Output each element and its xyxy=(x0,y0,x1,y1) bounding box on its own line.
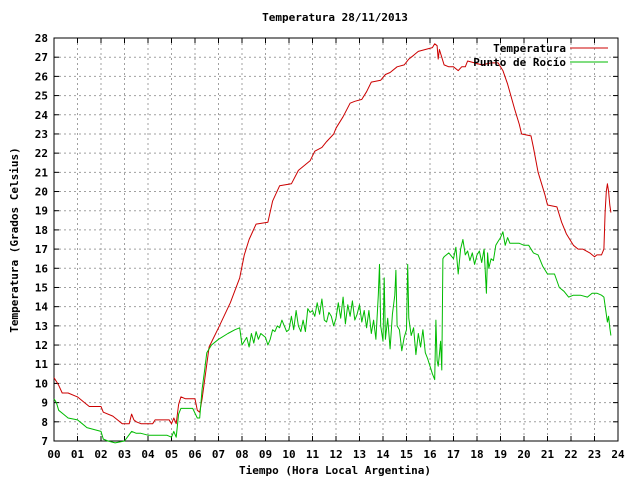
legend-label-punto-de-rocio: Punto de Rocío xyxy=(473,56,566,69)
y-tick-label: 25 xyxy=(35,90,48,103)
series-line-temperatura xyxy=(53,43,612,425)
y-tick-label: 28 xyxy=(35,32,48,45)
x-tick-label: 05 xyxy=(165,448,178,461)
y-tick-label: 14 xyxy=(35,301,49,314)
x-tick-label: 00 xyxy=(47,448,60,461)
y-tick-label: 22 xyxy=(35,147,48,160)
x-tick-label: 01 xyxy=(71,448,85,461)
series-line-punto-de-rocio xyxy=(53,231,612,444)
x-tick-label: 03 xyxy=(118,448,131,461)
y-tick-label: 21 xyxy=(35,166,49,179)
y-tick-label: 18 xyxy=(35,224,48,237)
y-tick-label: 20 xyxy=(35,186,48,199)
x-tick-label: 07 xyxy=(212,448,225,461)
y-axis-label: Temperatura (Grados Celsius) xyxy=(8,147,21,332)
x-tick-label: 21 xyxy=(541,448,555,461)
chart-title: Temperatura 28/11/2013 xyxy=(262,11,408,24)
y-tick-label: 16 xyxy=(35,262,49,275)
x-tick-label: 17 xyxy=(447,448,460,461)
y-tick-label: 15 xyxy=(35,281,48,294)
grid xyxy=(54,38,618,441)
x-tick-label: 24 xyxy=(611,448,625,461)
y-tick-label: 8 xyxy=(41,416,48,429)
y-tick-label: 26 xyxy=(35,70,49,83)
x-tick-label: 20 xyxy=(517,448,530,461)
x-tick-label: 16 xyxy=(423,448,437,461)
x-tick-label: 08 xyxy=(235,448,248,461)
x-tick-label: 12 xyxy=(329,448,342,461)
legend: Temperatura Punto de Rocío xyxy=(473,42,608,69)
x-tick-label: 23 xyxy=(588,448,601,461)
y-tick-label: 11 xyxy=(35,358,49,371)
x-tick-label: 09 xyxy=(259,448,272,461)
x-tick-label: 11 xyxy=(306,448,320,461)
y-tick-label: 17 xyxy=(35,243,48,256)
y-tick-label: 27 xyxy=(35,51,48,64)
x-tick-label: 19 xyxy=(494,448,507,461)
y-tick-label: 12 xyxy=(35,339,48,352)
y-tick-label: 24 xyxy=(35,109,49,122)
y-tick-label: 10 xyxy=(35,377,48,390)
x-tick-label: 04 xyxy=(141,448,155,461)
x-axis-label: Tiempo (Hora Local Argentina) xyxy=(239,464,431,477)
axis-ticks: 00 01 02 03 04 05 06 07 08 09 10 11 12 13 14 15 16 17 18 19… xyxy=(35,32,625,461)
y-tick-label: 19 xyxy=(35,205,48,218)
x-tick-label: 13 xyxy=(353,448,366,461)
series-layer xyxy=(53,43,612,444)
y-tick-label: 9 xyxy=(41,397,48,410)
legend-label-temperatura: Temperatura xyxy=(493,42,566,55)
y-tick-label: 7 xyxy=(41,435,48,448)
x-tick-label: 06 xyxy=(188,448,202,461)
y-tick-label: 13 xyxy=(35,320,48,333)
y-tick-label: 23 xyxy=(35,128,48,141)
x-tick-label: 18 xyxy=(470,448,483,461)
x-tick-label: 10 xyxy=(282,448,295,461)
x-tick-label: 02 xyxy=(94,448,107,461)
x-tick-label: 15 xyxy=(400,448,413,461)
x-tick-label: 14 xyxy=(376,448,390,461)
x-tick-label: 22 xyxy=(564,448,577,461)
